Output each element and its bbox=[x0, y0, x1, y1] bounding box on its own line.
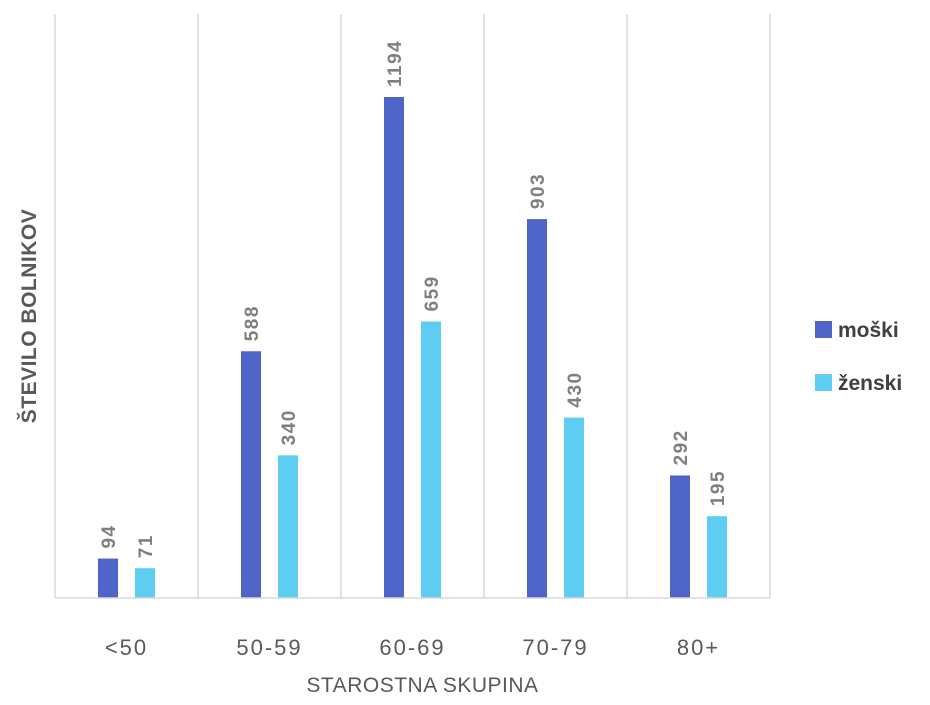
data-label: 71 bbox=[136, 534, 157, 558]
bars bbox=[98, 97, 727, 598]
x-tick-label: 70-79 bbox=[522, 635, 588, 660]
data-label: 340 bbox=[279, 409, 300, 445]
data-label: 659 bbox=[422, 275, 443, 311]
bar-series-1 bbox=[527, 219, 547, 598]
data-label: 1194 bbox=[385, 40, 406, 87]
data-label: 430 bbox=[565, 371, 586, 407]
grid-lines bbox=[54, 14, 771, 598]
data-label: 292 bbox=[671, 429, 692, 465]
bar-series-2 bbox=[421, 321, 441, 598]
data-labels: 94 71 588 340 1194 659 903 430 292 195 bbox=[99, 40, 729, 558]
x-tick-label: 60-69 bbox=[379, 635, 445, 660]
bar-series-1 bbox=[98, 558, 118, 598]
x-tick-label: 80+ bbox=[677, 635, 720, 660]
data-label: 588 bbox=[242, 305, 263, 341]
bar-series-1 bbox=[670, 475, 690, 598]
x-tick-label: <50 bbox=[105, 635, 148, 660]
x-tick-labels: <50 50-59 60-69 70-79 80+ bbox=[105, 635, 720, 660]
data-label: 903 bbox=[528, 173, 549, 209]
x-axis-title: STAROSTNA SKUPINA bbox=[306, 674, 538, 697]
bar-series-1 bbox=[241, 351, 261, 598]
legend-swatch bbox=[815, 374, 832, 391]
bar-series-2 bbox=[278, 455, 298, 598]
legend: moški ženski bbox=[815, 319, 902, 395]
x-tick-label: 50-59 bbox=[236, 635, 302, 660]
legend-label: ženski bbox=[838, 372, 902, 395]
bar-series-2 bbox=[564, 417, 584, 598]
y-axis-title: ŠTEVILO BOLNIKOV bbox=[17, 209, 41, 424]
bar-series-1 bbox=[384, 97, 404, 598]
bar-series-2 bbox=[135, 568, 155, 598]
legend-swatch bbox=[815, 321, 832, 338]
bar-series-2 bbox=[707, 516, 727, 598]
data-label: 195 bbox=[708, 470, 729, 506]
legend-label: moški bbox=[838, 319, 899, 342]
data-label: 94 bbox=[99, 524, 120, 548]
